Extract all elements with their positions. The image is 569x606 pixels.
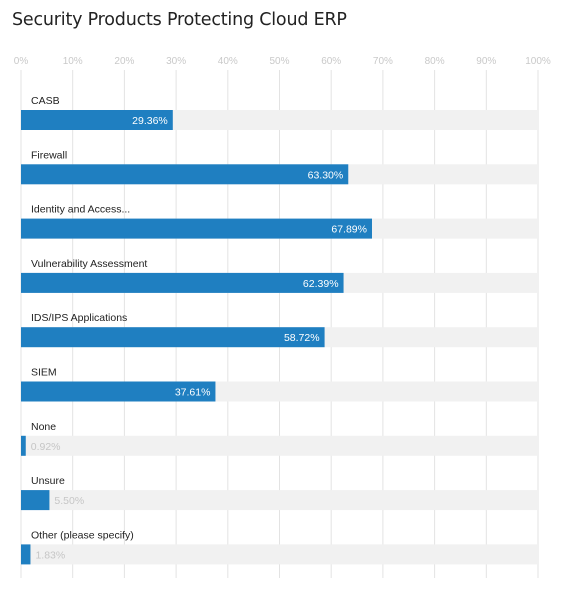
category-label: None: [31, 421, 56, 433]
bar: [21, 110, 173, 130]
bar: [21, 164, 349, 185]
chart-title: Security Products Protecting Cloud ERP: [12, 10, 347, 30]
data-label: 1.83%: [35, 549, 65, 561]
x-tick-label: 0%: [14, 56, 29, 67]
data-label: 62.39%: [303, 278, 339, 290]
category-label: Vulnerability Assessment: [31, 258, 147, 270]
x-tick-label: 10%: [63, 56, 83, 67]
x-tick-label: 70%: [373, 56, 393, 67]
bar: [21, 327, 325, 348]
x-tick-label: 80%: [425, 56, 445, 67]
x-tick-label: 60%: [321, 56, 341, 67]
data-label: 67.89%: [331, 224, 367, 236]
data-label: 0.92%: [31, 441, 61, 453]
x-tick-label: 90%: [476, 56, 496, 67]
data-label: 29.36%: [132, 115, 168, 127]
bar: [21, 544, 31, 565]
bar-track: [21, 435, 538, 456]
x-tick-label: 30%: [166, 56, 186, 67]
category-label: IDS/IPS Applications: [31, 312, 127, 324]
category-label: Firewall: [31, 149, 67, 161]
bar: [21, 272, 344, 293]
data-label: 37.61%: [175, 387, 211, 399]
x-tick-label: 40%: [218, 56, 238, 67]
data-label: 63.30%: [308, 169, 344, 181]
data-label: 5.50%: [54, 495, 84, 507]
category-label: SIEM: [31, 367, 57, 379]
category-label: CASB: [31, 95, 60, 107]
bar: [21, 218, 372, 239]
bar: [21, 381, 216, 402]
category-label: Unsure: [31, 475, 65, 487]
category-label: Identity and Access...: [31, 204, 130, 216]
data-label: 58.72%: [284, 332, 320, 344]
category-label: Other (please specify): [31, 529, 134, 541]
x-tick-label: 50%: [269, 56, 289, 67]
bar: [21, 435, 26, 456]
x-tick-label: 100%: [525, 56, 551, 67]
bar-track: [21, 544, 538, 565]
bar-track: [21, 490, 538, 511]
bar: [21, 490, 50, 511]
x-tick-label: 20%: [114, 56, 134, 67]
